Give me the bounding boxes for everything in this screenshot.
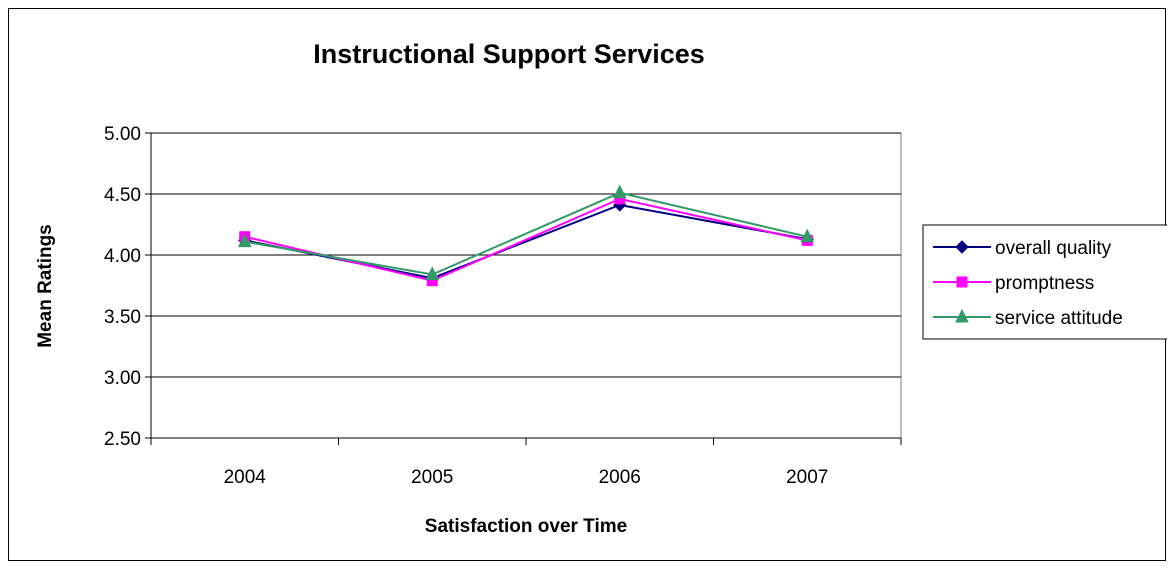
plot-area bbox=[150, 132, 902, 439]
chart-title: Instructional Support Services bbox=[313, 39, 705, 69]
x-tick-label: 2007 bbox=[786, 467, 828, 488]
y-tick-label: 4.00 bbox=[104, 246, 141, 267]
legend-label-service-attitude: service attitude bbox=[995, 308, 1123, 329]
x-tick-label: 2005 bbox=[411, 467, 453, 488]
y-tick-label: 3.50 bbox=[104, 307, 141, 328]
data-point-service-attitude bbox=[237, 233, 252, 248]
y-tick-label: 4.50 bbox=[104, 185, 141, 206]
y-tick-label: 3.00 bbox=[104, 368, 141, 389]
series-line-service-attitude bbox=[244, 191, 808, 276]
y-axis-label: Mean Ratings bbox=[35, 224, 56, 348]
data-point-service-attitude bbox=[800, 228, 815, 243]
data-point-service-attitude bbox=[612, 184, 627, 199]
legend: overall quality promptness service attitud… bbox=[922, 224, 1168, 340]
x-axis-label: Satisfaction over Time bbox=[425, 516, 627, 537]
x-tick-label: 2004 bbox=[224, 467, 267, 488]
chart-frame: Instructional Support Services Mean Rati… bbox=[8, 8, 1168, 561]
y-tick-label: 2.50 bbox=[104, 429, 141, 450]
legend-label-overall-quality: overall quality bbox=[995, 238, 1112, 259]
legend-marker-overall-quality bbox=[955, 240, 969, 254]
line-chart: Instructional Support Services Mean Rati… bbox=[35, 39, 1168, 537]
legend-marker-service-attitude bbox=[955, 308, 969, 323]
x-tick-label: 2006 bbox=[599, 467, 641, 488]
data-point-service-attitude bbox=[425, 266, 440, 281]
legend-marker-promptness bbox=[956, 276, 968, 288]
y-tick-label: 5.00 bbox=[104, 124, 141, 145]
legend-label-promptness: promptness bbox=[995, 273, 1094, 294]
